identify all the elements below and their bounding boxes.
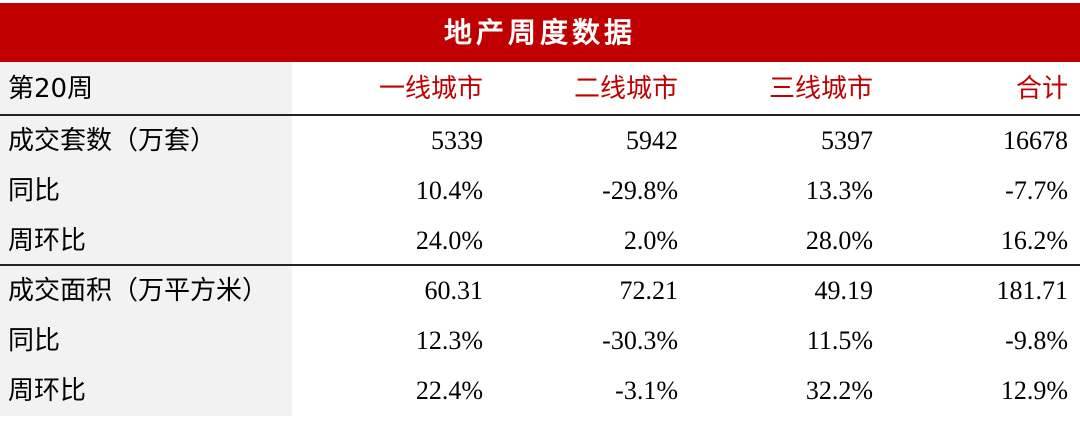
table-row-cell: 12.9% bbox=[1000, 376, 1068, 405]
table-row-cell: 49.19 bbox=[814, 276, 874, 305]
header-rule bbox=[0, 114, 1080, 116]
table-row-cell: 5942 bbox=[626, 126, 678, 155]
table-row-cell: 22.4% bbox=[415, 376, 483, 405]
header-row-cell: 三线城市 bbox=[768, 74, 873, 104]
table-row: 成交套数（万套） 5339 5942 5397 16678 bbox=[0, 116, 1080, 166]
table-row-cell: 32.2% bbox=[805, 376, 873, 405]
table-title: 地产周度数据 bbox=[0, 3, 1080, 62]
table-row-cell: 72.21 bbox=[619, 276, 679, 305]
table-row-cell: -30.3% bbox=[602, 326, 678, 355]
table-row-cell: 181.71 bbox=[996, 276, 1069, 305]
header-row-cell: 一线城市 bbox=[378, 74, 483, 104]
section-rule bbox=[0, 264, 1080, 266]
header-row: 第20周 一线城市 二线城市 三线城市 合计 bbox=[0, 64, 1080, 114]
table-row-cell: 2.0% bbox=[623, 226, 678, 255]
table-row-cell: 24.0% bbox=[415, 226, 483, 255]
table-row-label: 周环比 bbox=[8, 226, 87, 256]
table-row-label: 周环比 bbox=[8, 376, 87, 406]
table-row-label: 同比 bbox=[8, 176, 61, 206]
table-row: 成交面积（万平方米） 60.31 72.21 49.19 181.71 bbox=[0, 266, 1080, 316]
label-column-background bbox=[0, 62, 292, 416]
header-row-cell: 二线城市 bbox=[573, 74, 678, 104]
table-row-label: 成交面积（万平方米） bbox=[8, 276, 269, 306]
table-row-cell: 5397 bbox=[821, 126, 873, 155]
table-row-label: 同比 bbox=[8, 326, 61, 356]
table-row-cell: -9.8% bbox=[1005, 326, 1068, 355]
table-row-cell: 10.4% bbox=[415, 176, 483, 205]
table-row-cell: -3.1% bbox=[615, 376, 678, 405]
table-row-cell: 60.31 bbox=[424, 276, 484, 305]
header-row-cell: 合计 bbox=[1015, 74, 1068, 104]
table-row-cell: 16678 bbox=[1003, 126, 1068, 155]
table-row-cell: 12.3% bbox=[415, 326, 483, 355]
table-row-cell: 16.2% bbox=[1000, 226, 1068, 255]
table-row-cell: 13.3% bbox=[805, 176, 873, 205]
table-row-cell: -7.7% bbox=[1005, 176, 1068, 205]
table-row: 周环比 24.0% 2.0% 28.0% 16.2% bbox=[0, 216, 1080, 266]
table-row: 周环比 22.4% -3.1% 32.2% 12.9% bbox=[0, 366, 1080, 416]
header-row-label: 第20周 bbox=[8, 74, 94, 104]
table-row-label: 成交套数（万套） bbox=[8, 126, 217, 156]
table-row: 同比 10.4% -29.8% 13.3% -7.7% bbox=[0, 166, 1080, 216]
table-row-cell: 28.0% bbox=[805, 226, 873, 255]
table-row: 同比 12.3% -30.3% 11.5% -9.8% bbox=[0, 316, 1080, 366]
table-row-cell: 5339 bbox=[431, 126, 483, 155]
table-row-cell: -29.8% bbox=[602, 176, 678, 205]
table-row-cell: 11.5% bbox=[806, 326, 873, 355]
